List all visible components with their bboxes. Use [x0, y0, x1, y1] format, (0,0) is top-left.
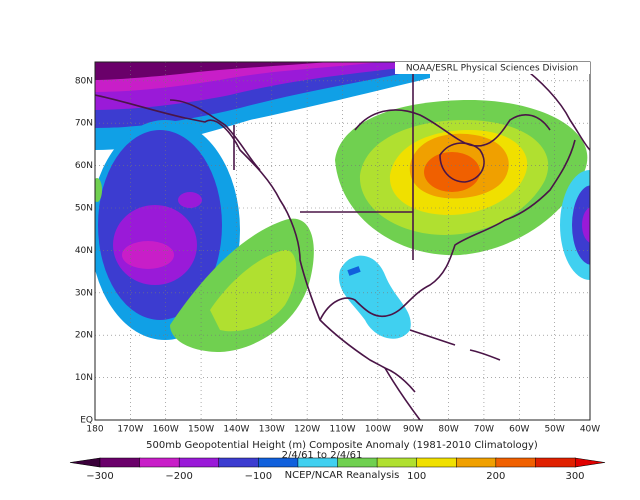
- colorbar-swatch: [178, 457, 220, 468]
- colorbar-arrow: [574, 457, 606, 468]
- lat-label: 60N: [75, 161, 93, 171]
- lat-label: 40N: [75, 246, 93, 256]
- colorbar-swatch: [456, 457, 497, 468]
- colorbar-swatch: [139, 457, 180, 468]
- colorbar-swatch: [376, 457, 418, 468]
- lat-label: 70N: [75, 119, 93, 129]
- lon-label: 40W: [580, 425, 600, 435]
- lat-label: EQ: [80, 416, 93, 426]
- lon-label: 110W: [329, 425, 355, 435]
- lat-label: 80N: [75, 76, 93, 86]
- lon-label: 170W: [117, 425, 143, 435]
- plot-frame: [94, 61, 591, 421]
- colorbar-label: −100: [245, 471, 272, 482]
- lon-label: 90W: [403, 425, 423, 435]
- colorbar-swatch: [218, 457, 260, 468]
- lat-label: 50N: [75, 204, 93, 214]
- lon-label: 70W: [474, 425, 494, 435]
- coastlines: [95, 64, 590, 420]
- colorbar-swatch: [258, 457, 299, 468]
- lon-label: 100W: [365, 425, 391, 435]
- colorbar-swatch: [99, 457, 141, 468]
- colorbar-swatch: [337, 457, 378, 468]
- colorbar-swatch: [535, 457, 576, 468]
- colorbar-swatch: [416, 457, 457, 468]
- colorbar-label: 300: [565, 471, 584, 482]
- lon-label: 150W: [188, 425, 214, 435]
- lon-label: 180: [86, 425, 103, 435]
- map-title: 500mb Geopotential Height (m) Composite …: [146, 440, 538, 451]
- source-box: [395, 62, 590, 74]
- colorbar-label: 200: [486, 471, 505, 482]
- lat-label: 10N: [75, 373, 93, 383]
- colorbar-arrow: [69, 457, 101, 468]
- date-range: 2/4/61 to 2/4/61: [282, 450, 363, 461]
- lon-label: 140W: [223, 425, 249, 435]
- anomaly-field: [95, 62, 590, 420]
- colorbar-swatch: [297, 457, 339, 468]
- lon-label: 130W: [259, 425, 285, 435]
- credit: NCEP/NCAR Reanalysis: [285, 470, 400, 481]
- lon-label: 120W: [294, 425, 320, 435]
- colorbar-label: −200: [165, 471, 192, 482]
- colorbar-label: 100: [407, 471, 426, 482]
- lon-label: 60W: [509, 425, 529, 435]
- lat-label: 20N: [75, 331, 93, 341]
- source-label: NOAA/ESRL Physical Sciences Division: [406, 64, 578, 74]
- lon-label: 50W: [544, 425, 564, 435]
- colorbar-swatch: [495, 457, 537, 468]
- colorbar-label: −300: [86, 471, 113, 482]
- lon-label: 160W: [153, 425, 179, 435]
- lat-label: 30N: [75, 288, 93, 298]
- lon-label: 80W: [438, 425, 458, 435]
- graticule: EQ 10N 20N 30N 40N 50N 60N 70N 80N 180 170W 160W 150…: [75, 62, 600, 435]
- colorbar: −300 −200 −100 100 200 300: [69, 457, 606, 482]
